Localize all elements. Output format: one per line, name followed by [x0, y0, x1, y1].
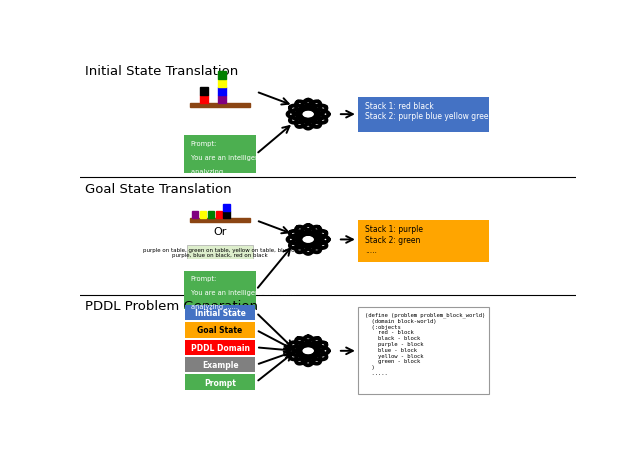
Text: Prompt:

You are an intelligent assistant.

analyzing ......: Prompt: You are an intelligent assistant…: [191, 140, 296, 174]
Text: (define (problem problem_block_world)
  (domain block-world)
  (:objects
    red: (define (problem problem_block_world) (d…: [365, 312, 486, 375]
Text: Initial State Translation: Initial State Translation: [85, 64, 238, 78]
Text: Stack 1: red black
Stack 2: purple blue yellow green: Stack 1: red black Stack 2: purple blue …: [365, 101, 493, 121]
Text: Prompt:

You are an intelligent assistant.

analyzing ......: Prompt: You are an intelligent assistant…: [191, 276, 296, 309]
FancyBboxPatch shape: [358, 221, 489, 262]
Text: PDDL Domain: PDDL Domain: [191, 343, 250, 352]
FancyBboxPatch shape: [185, 340, 255, 355]
FancyBboxPatch shape: [185, 375, 255, 390]
Text: Stack 1: purple
Stack 2: green
.....: Stack 1: purple Stack 2: green .....: [365, 225, 423, 255]
Text: Initial State: Initial State: [195, 308, 246, 318]
Text: Goal State: Goal State: [198, 326, 243, 335]
Text: PDDL Problem Generation: PDDL Problem Generation: [85, 299, 258, 312]
Text: Goal State Translation: Goal State Translation: [85, 183, 232, 196]
FancyBboxPatch shape: [358, 308, 489, 395]
FancyBboxPatch shape: [184, 136, 256, 174]
FancyBboxPatch shape: [184, 271, 256, 309]
Text: Example: Example: [202, 360, 239, 369]
Text: Prompt: Prompt: [204, 378, 236, 387]
FancyBboxPatch shape: [185, 305, 255, 321]
FancyBboxPatch shape: [185, 357, 255, 373]
FancyBboxPatch shape: [185, 322, 255, 338]
FancyBboxPatch shape: [358, 97, 489, 132]
